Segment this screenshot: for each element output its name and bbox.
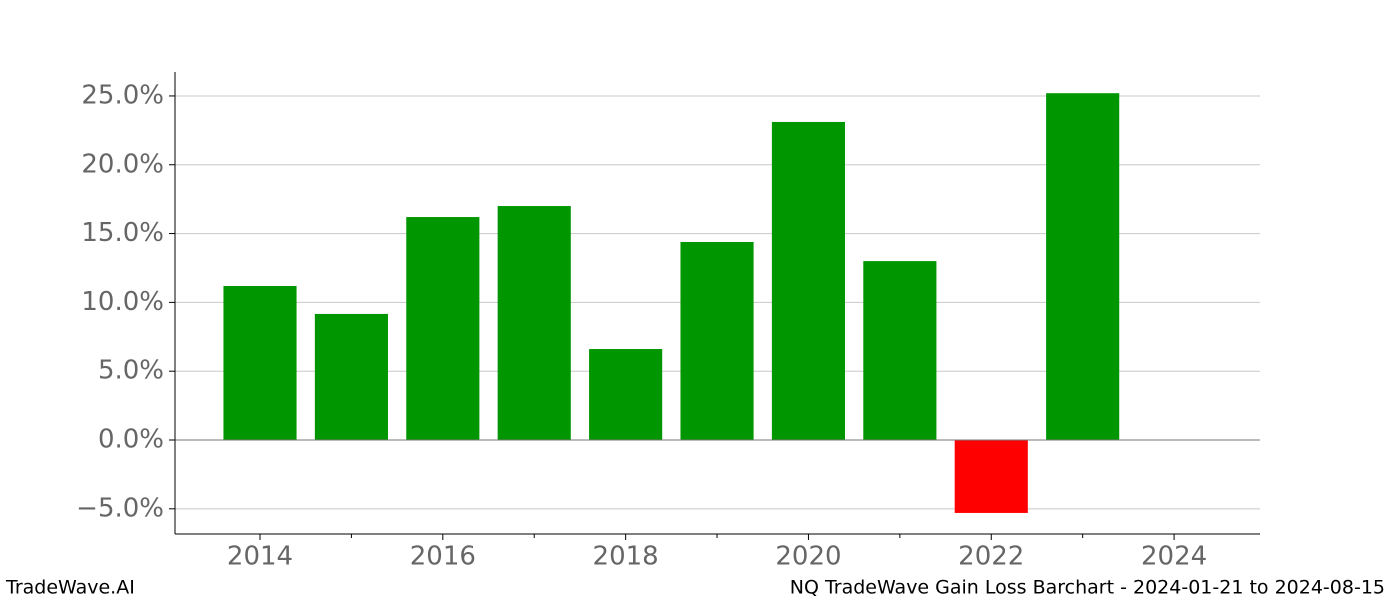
bar	[1046, 93, 1120, 441]
bar	[223, 286, 297, 441]
y-tick-label: 10.0%	[81, 287, 164, 317]
bar	[863, 261, 937, 441]
bar	[589, 349, 663, 441]
bar	[497, 206, 571, 441]
y-tick-label: 0.0%	[98, 425, 164, 455]
x-tick-label: 2022	[958, 542, 1024, 572]
y-tick-label: 5.0%	[98, 356, 164, 386]
x-tick-label: 2024	[1141, 542, 1207, 572]
y-tick-label: 25.0%	[81, 80, 164, 110]
x-tick-label: 2016	[410, 542, 476, 572]
bar	[406, 217, 480, 441]
x-tick-label: 2020	[775, 542, 841, 572]
y-tick-label: 20.0%	[81, 149, 164, 179]
bar	[680, 241, 754, 441]
x-tick-label: 2018	[593, 542, 659, 572]
bar	[954, 440, 1028, 513]
bar	[314, 313, 388, 441]
footer-left: TradeWave.AI	[5, 577, 135, 599]
footer-right: NQ TradeWave Gain Loss Barchart - 2024-0…	[790, 577, 1385, 599]
y-tick-label: −5.0%	[76, 493, 164, 523]
bar	[771, 121, 846, 441]
y-tick-label: 15.0%	[81, 218, 164, 248]
x-tick-label: 2014	[227, 542, 293, 572]
